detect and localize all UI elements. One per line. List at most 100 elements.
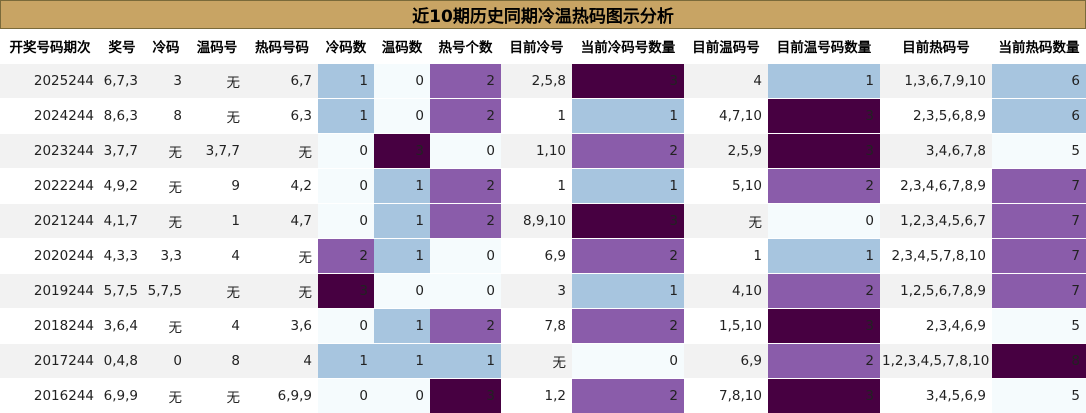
cell-cold-count: 0 [318, 204, 374, 239]
cell-current-cold-qty: 3 [572, 204, 684, 239]
cell-hot-count: 1 [430, 344, 501, 379]
cell-hot-count: 3 [430, 379, 501, 413]
cell-current-warm-qty: 2 [768, 344, 880, 379]
cell-current-cold-qty: 1 [572, 274, 684, 309]
cell-hot: 无 [246, 274, 318, 309]
cell-cold: 无 [144, 134, 188, 169]
cell-cold-count: 1 [318, 64, 374, 99]
cell-current-hot-qty: 5 [992, 134, 1086, 169]
cell-cold-count: 0 [318, 134, 374, 169]
cell-current-cold: 1 [501, 99, 572, 134]
cell-current-hot-qty: 5 [992, 309, 1086, 344]
cell-current-warm: 无 [684, 204, 768, 239]
cell-numbers: 5,7,5 [100, 274, 144, 309]
cell-current-cold-qty: 2 [572, 239, 684, 274]
cell-warm: 无 [188, 274, 246, 309]
cell-current-hot: 1,3,6,7,9,10 [880, 64, 992, 99]
cell-warm-count: 1 [374, 239, 430, 274]
cell-numbers: 3,7,7 [100, 134, 144, 169]
col-header-current-cold-qty: 当前冷码号数量 [572, 29, 684, 64]
col-header-hot: 热码号码 [246, 29, 318, 64]
cell-numbers: 6,7,3 [100, 64, 144, 99]
cell-current-hot: 2,3,4,5,7,8,10 [880, 239, 992, 274]
cell-current-cold: 8,9,10 [501, 204, 572, 239]
cell-numbers: 4,1,7 [100, 204, 144, 239]
cell-warm-count: 0 [374, 64, 430, 99]
cell-current-warm: 6,9 [684, 344, 768, 379]
cell-cold-count: 0 [318, 309, 374, 344]
cell-current-cold-qty: 2 [572, 309, 684, 344]
cell-hot-count: 2 [430, 169, 501, 204]
cell-current-hot-qty: 7 [992, 169, 1086, 204]
cell-warm-count: 0 [374, 99, 430, 134]
cell-current-hot: 3,4,5,6,9 [880, 379, 992, 413]
cell-period: 2025244 [0, 64, 100, 99]
cell-period: 2022244 [0, 169, 100, 204]
cell-numbers: 8,6,3 [100, 99, 144, 134]
cell-current-cold: 2,5,8 [501, 64, 572, 99]
cell-current-hot: 2,3,4,6,9 [880, 309, 992, 344]
cell-current-cold: 1 [501, 169, 572, 204]
cell-cold: 无 [144, 379, 188, 413]
cell-cold: 8 [144, 99, 188, 134]
cell-current-hot: 1,2,3,4,5,6,7 [880, 204, 992, 239]
cell-period: 2019244 [0, 274, 100, 309]
cell-period: 2023244 [0, 134, 100, 169]
cell-cold-count: 0 [318, 169, 374, 204]
cell-cold: 无 [144, 309, 188, 344]
col-header-current-hot-qty: 当前热码数量 [992, 29, 1086, 64]
cell-cold: 无 [144, 204, 188, 239]
cell-period: 2017244 [0, 344, 100, 379]
cell-current-warm-qty: 3 [768, 379, 880, 413]
cell-cold: 3 [144, 64, 188, 99]
cell-warm-count: 0 [374, 274, 430, 309]
col-header-warm-count: 温码数 [374, 29, 430, 64]
col-header-period: 开奖号码期次 [0, 29, 100, 64]
cell-current-warm: 7,8,10 [684, 379, 768, 413]
cell-warm-count: 0 [374, 379, 430, 413]
cell-current-warm: 4,10 [684, 274, 768, 309]
cell-warm: 1 [188, 204, 246, 239]
cell-current-cold-qty: 2 [572, 134, 684, 169]
cell-current-cold-qty: 2 [572, 379, 684, 413]
cell-warm-count: 1 [374, 309, 430, 344]
cell-current-hot-qty: 5 [992, 379, 1086, 413]
cell-current-hot-qty: 6 [992, 99, 1086, 134]
cell-numbers: 4,3,3 [100, 239, 144, 274]
cell-current-warm-qty: 3 [768, 134, 880, 169]
cell-warm: 4 [188, 239, 246, 274]
cell-current-hot-qty: 7 [992, 204, 1086, 239]
col-header-current-cold: 目前冷号 [501, 29, 572, 64]
cell-hot: 6,3 [246, 99, 318, 134]
cell-warm-count: 1 [374, 344, 430, 379]
cell-current-warm-qty: 3 [768, 309, 880, 344]
cell-current-hot: 2,3,4,6,7,8,9 [880, 169, 992, 204]
cell-cold-count: 1 [318, 344, 374, 379]
cell-current-warm-qty: 0 [768, 204, 880, 239]
page-title: 近10期历史同期冷温热码图示分析 [0, 0, 1086, 29]
cell-warm: 8 [188, 344, 246, 379]
cell-warm: 无 [188, 379, 246, 413]
cell-current-warm-qty: 2 [768, 274, 880, 309]
col-header-current-warm-qty: 目前温号码数量 [768, 29, 880, 64]
cell-cold: 3,3 [144, 239, 188, 274]
cell-current-hot: 1,2,3,4,5,7,8,10 [880, 344, 992, 379]
col-header-numbers: 奖号 [100, 29, 144, 64]
cell-current-warm-qty: 3 [768, 99, 880, 134]
cell-warm: 3,7,7 [188, 134, 246, 169]
cell-current-warm: 4,7,10 [684, 99, 768, 134]
cell-current-warm-qty: 1 [768, 64, 880, 99]
cell-current-cold: 7,8 [501, 309, 572, 344]
cell-cold: 无 [144, 169, 188, 204]
cell-hot-count: 2 [430, 204, 501, 239]
cell-hot: 无 [246, 239, 318, 274]
cell-numbers: 6,9,9 [100, 379, 144, 413]
cell-current-warm-qty: 1 [768, 239, 880, 274]
cell-warm: 无 [188, 64, 246, 99]
